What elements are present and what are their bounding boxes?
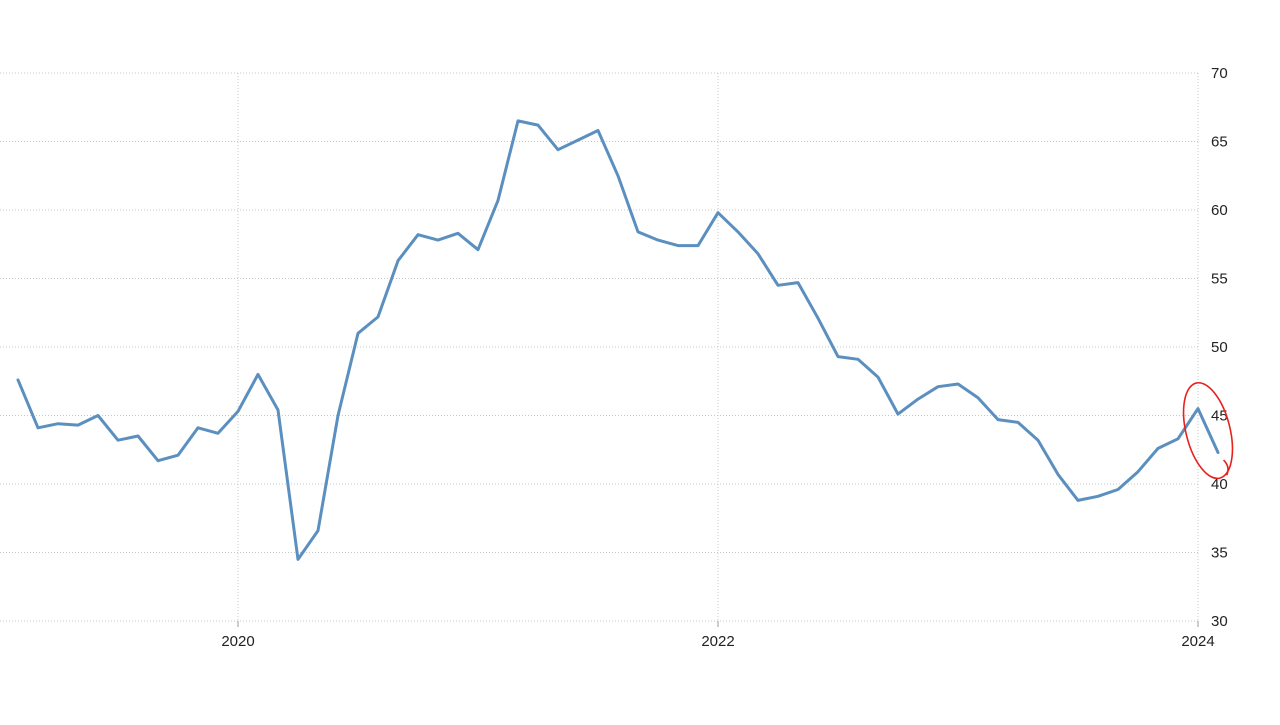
y-tick-label: 50 [1211, 339, 1228, 356]
data-point [536, 123, 540, 127]
data-point [636, 230, 640, 234]
series-line [16, 119, 1220, 561]
data-point [876, 375, 880, 379]
data-point [1096, 494, 1100, 498]
data-point [416, 233, 420, 237]
data-point [1176, 437, 1180, 441]
data-point [336, 414, 340, 418]
data-point [796, 281, 800, 285]
data-point [556, 148, 560, 152]
y-tick-label: 30 [1211, 613, 1228, 630]
data-point [256, 372, 260, 376]
x-tick-label: 2022 [701, 633, 734, 650]
data-point [616, 174, 620, 178]
data-point [376, 315, 380, 319]
data-point [736, 230, 740, 234]
annotation-layer [1182, 381, 1234, 480]
data-point [836, 355, 840, 359]
data-point [676, 244, 680, 248]
data-point [456, 231, 460, 235]
data-point [776, 283, 780, 287]
data-point [1196, 407, 1200, 411]
data-point [176, 453, 180, 457]
x-tick-label: 2024 [1181, 633, 1214, 650]
data-point [1036, 438, 1040, 442]
data-point [76, 423, 80, 427]
data-point [976, 396, 980, 400]
data-point [116, 438, 120, 442]
data-point [816, 316, 820, 320]
data-point [316, 529, 320, 533]
data-point [96, 414, 100, 418]
ticks-layer: 30 35 40 45 50 55 60 65 70 2020 2022 2024 [221, 65, 1227, 650]
data-point [276, 408, 280, 412]
data-point [1056, 472, 1060, 476]
data-point [696, 244, 700, 248]
data-point [56, 422, 60, 426]
data-point [856, 357, 860, 361]
series-layer [16, 119, 1220, 561]
data-point [1136, 470, 1140, 474]
data-point [1156, 446, 1160, 450]
data-point [1116, 488, 1120, 492]
y-tick-label: 55 [1211, 271, 1228, 288]
data-point [596, 129, 600, 133]
data-point [16, 378, 20, 382]
highlight-circle [1182, 381, 1234, 480]
data-point [916, 397, 920, 401]
data-point [716, 211, 720, 215]
data-point [576, 138, 580, 142]
data-point [396, 259, 400, 263]
data-point [936, 385, 940, 389]
data-point [476, 248, 480, 252]
data-point [496, 198, 500, 202]
data-point [216, 431, 220, 435]
data-point [156, 459, 160, 463]
data-point [136, 434, 140, 438]
data-point [236, 409, 240, 413]
y-tick-label: 40 [1211, 476, 1228, 493]
data-point [1216, 451, 1220, 455]
highlight-tail [1223, 459, 1229, 476]
x-tick-label: 2020 [221, 633, 254, 650]
data-point [1016, 420, 1020, 424]
data-point [956, 382, 960, 386]
data-point [1076, 498, 1080, 502]
data-point [516, 119, 520, 123]
y-tick-label: 70 [1211, 65, 1228, 82]
y-tick-label: 45 [1211, 408, 1228, 425]
data-point [756, 252, 760, 256]
grid-layer [0, 72, 1200, 622]
data-point [36, 426, 40, 430]
data-point [996, 418, 1000, 422]
y-tick-label: 65 [1211, 134, 1228, 151]
data-point [296, 557, 300, 561]
data-point [436, 238, 440, 242]
data-point [356, 331, 360, 335]
data-point [896, 412, 900, 416]
data-point [656, 238, 660, 242]
y-tick-label: 35 [1211, 545, 1228, 562]
data-point [196, 426, 200, 430]
y-tick-label: 60 [1211, 202, 1228, 219]
